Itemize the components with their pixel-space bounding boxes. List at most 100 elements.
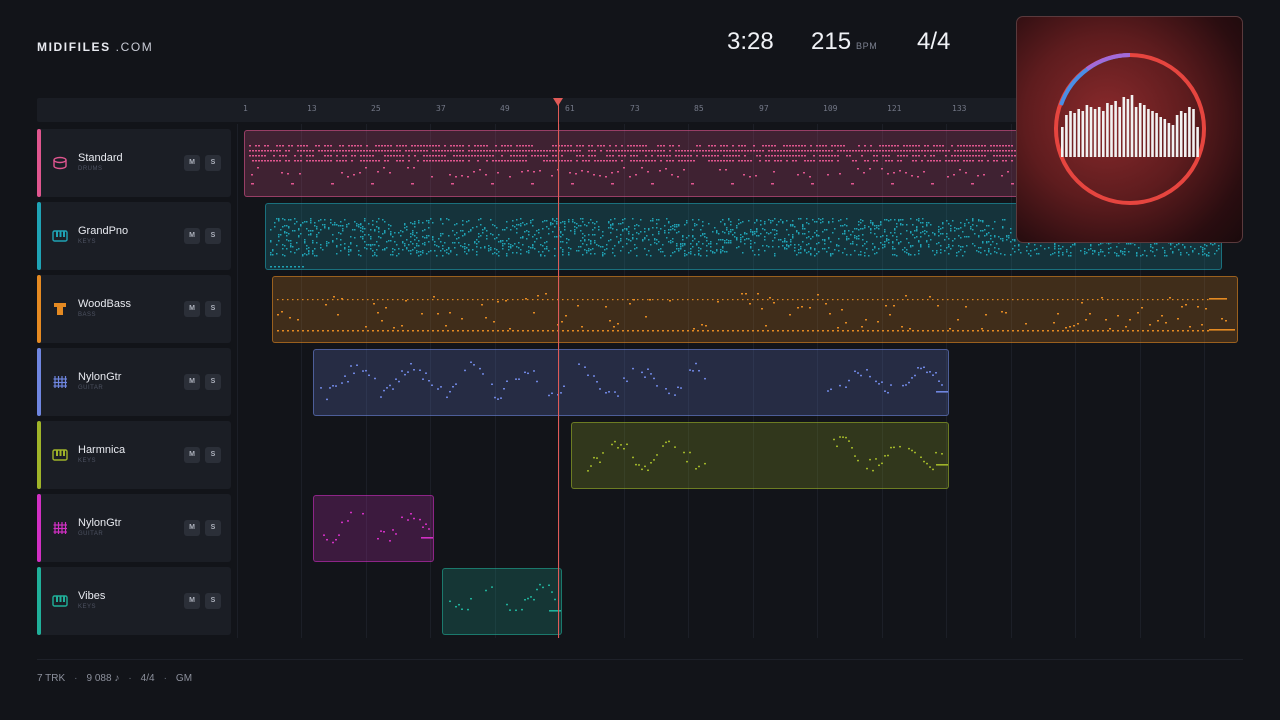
track-name: NylonGtr <box>78 371 122 383</box>
mute-button[interactable]: M <box>184 301 200 317</box>
mute-button[interactable]: M <box>184 520 200 536</box>
spectrum-bar <box>1110 105 1113 157</box>
track-header[interactable]: Harmnica KEYS M S <box>37 421 231 489</box>
solo-button[interactable]: S <box>205 593 221 609</box>
track-header[interactable]: NylonGtr GUITAR M S <box>37 494 231 562</box>
footer-track-count: 7 TRK <box>37 673 66 684</box>
mute-button[interactable]: M <box>184 447 200 463</box>
midi-clip[interactable] <box>571 422 949 489</box>
spectrum-bar <box>1122 97 1126 157</box>
note-pattern <box>587 436 948 472</box>
spectrum-bar <box>1077 109 1080 157</box>
track-header[interactable]: Vibes KEYS M S <box>37 567 231 635</box>
spectrum-bar <box>1163 119 1167 157</box>
track-name: Vibes <box>78 590 106 602</box>
playhead-handle[interactable] <box>553 98 563 106</box>
spectrum-bar <box>1093 109 1097 157</box>
midi-clip[interactable] <box>313 495 434 562</box>
track-category: KEYS <box>78 604 97 610</box>
track-color-bar <box>37 202 41 270</box>
ruler-tick: 37 <box>436 104 446 113</box>
grid-line <box>688 124 689 638</box>
spectrum-bar <box>1171 125 1175 157</box>
track-name: WoodBass <box>78 298 131 310</box>
spectrum-bars <box>1061 95 1199 157</box>
time-signature: 4/4 <box>917 28 950 58</box>
grid-line <box>366 124 367 638</box>
track-category: GUITAR <box>78 531 104 537</box>
piano-keys-icon <box>52 228 68 244</box>
spectrum-bar <box>1102 111 1105 157</box>
ruler-tick: 1 <box>243 104 248 113</box>
track-color-bar <box>37 494 41 562</box>
track-category: GUITAR <box>78 385 104 391</box>
spectrum-bar <box>1089 107 1093 157</box>
ruler-tick: 109 <box>823 104 838 113</box>
mute-button[interactable]: M <box>184 374 200 390</box>
track-header[interactable]: NylonGtr GUITAR M S <box>37 348 231 416</box>
midi-clip[interactable] <box>442 568 562 635</box>
mute-button[interactable]: M <box>184 593 200 609</box>
footer-note-count: 9 088 ♪ <box>86 673 120 684</box>
track-header[interactable]: GrandPno KEYS M S <box>37 202 231 270</box>
spectrum-bar <box>1114 101 1117 157</box>
ruler-tick: 61 <box>565 104 575 113</box>
ruler-tick: 25 <box>371 104 381 113</box>
brand-logo: MIDIFILES .COM <box>37 40 153 54</box>
track-name: NylonGtr <box>78 517 122 529</box>
grid-line <box>1075 124 1076 638</box>
playhead[interactable] <box>558 104 559 638</box>
solo-button[interactable]: S <box>205 155 221 171</box>
meter-value: 4/4 <box>917 28 951 55</box>
guitar-fretboard-icon <box>52 374 68 390</box>
spectrum-bar <box>1069 111 1072 157</box>
solo-button[interactable]: S <box>205 301 221 317</box>
mute-button[interactable]: M <box>184 155 200 171</box>
footer-meter: 4/4 <box>140 673 155 684</box>
track-header[interactable]: Standard DRUMS M S <box>37 129 231 197</box>
ruler-tick: 121 <box>887 104 902 113</box>
brand-domain: .COM <box>115 40 154 54</box>
footer-standard: GM <box>175 673 193 684</box>
spectrum-bar <box>1126 99 1130 157</box>
drum-icon <box>52 155 68 171</box>
track-color-bar <box>37 275 41 343</box>
duration-value: 3:28 <box>727 28 774 55</box>
spectrum-bar <box>1061 127 1064 157</box>
song-duration: 3:28 <box>727 28 774 58</box>
spectrum-bar <box>1065 115 1068 157</box>
ruler-tick: 49 <box>500 104 510 113</box>
ruler-tick: 13 <box>307 104 317 113</box>
spectrum-bar <box>1155 113 1158 157</box>
grid-line <box>882 124 883 638</box>
grid-line <box>237 124 238 638</box>
spectrum-bar <box>1159 117 1162 157</box>
note-pattern <box>449 583 561 612</box>
solo-button[interactable]: S <box>205 374 221 390</box>
grid-line <box>1204 124 1205 638</box>
track-header[interactable]: WoodBass BASS M S <box>37 275 231 343</box>
ruler-tick: 97 <box>759 104 769 113</box>
piano-keys-icon <box>52 447 68 463</box>
spectrum-bar <box>1179 111 1183 157</box>
track-name: Standard <box>78 152 123 164</box>
track-category: DRUMS <box>78 166 103 172</box>
bpm-value: 215 <box>811 28 852 55</box>
track-color-bar <box>37 129 41 197</box>
mute-button[interactable]: M <box>184 228 200 244</box>
solo-button[interactable]: S <box>205 447 221 463</box>
midi-clip[interactable] <box>313 349 949 416</box>
midi-clip[interactable] <box>272 276 1238 343</box>
ruler-tick: 73 <box>630 104 640 113</box>
ruler-tick: 85 <box>694 104 704 113</box>
midi-clip[interactable] <box>244 130 1044 197</box>
timeline-ruler[interactable]: 1 13 25 37 49 61 73 85 97 109 121 133 <box>37 98 1037 122</box>
solo-button[interactable]: S <box>205 228 221 244</box>
grid-line <box>946 124 947 638</box>
spectrum-bar <box>1106 103 1109 157</box>
track-color-bar <box>37 421 41 489</box>
solo-button[interactable]: S <box>205 520 221 536</box>
track-name: GrandPno <box>78 225 129 237</box>
brand-name: MIDIFILES <box>37 40 111 54</box>
grid-line <box>1140 124 1141 638</box>
